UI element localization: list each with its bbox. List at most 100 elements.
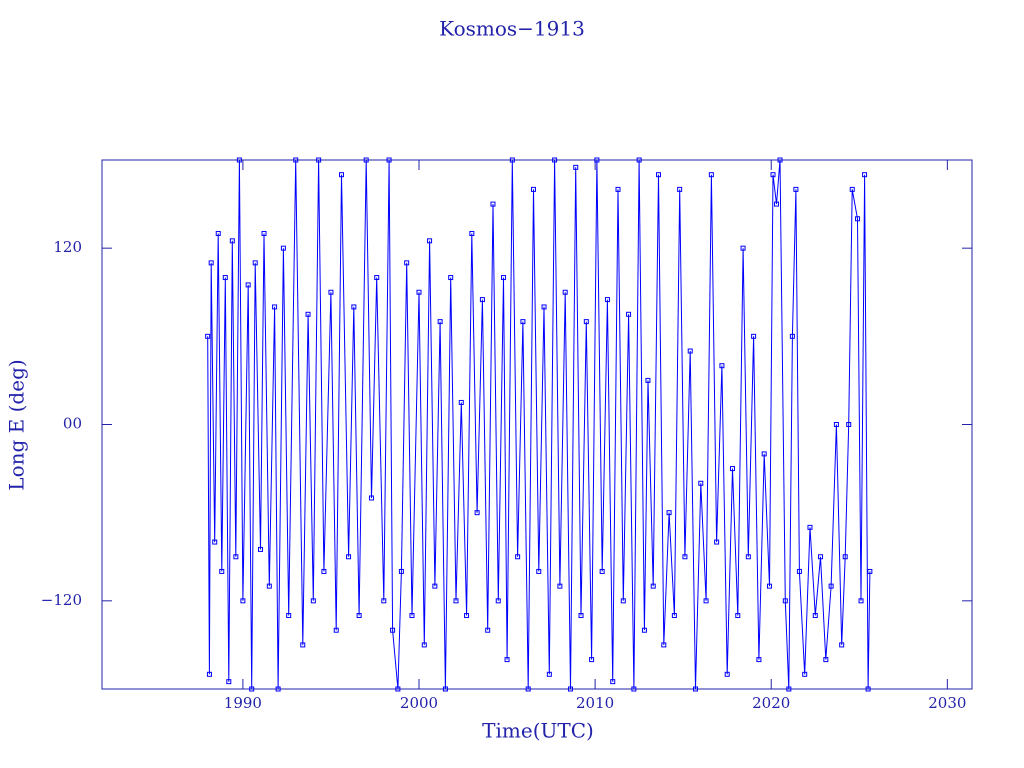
data-point xyxy=(745,554,751,560)
data-point xyxy=(708,172,714,178)
y-tick-label: −120 xyxy=(41,591,82,609)
data-point xyxy=(650,583,656,589)
data-point xyxy=(339,172,345,178)
data-point xyxy=(229,238,235,244)
data-point xyxy=(272,304,278,310)
data-point xyxy=(490,201,496,207)
data-point xyxy=(865,686,871,692)
data-point xyxy=(363,157,369,163)
data-point xyxy=(280,245,286,251)
data-point xyxy=(252,260,258,266)
data-point xyxy=(807,524,813,530)
data-point xyxy=(356,613,362,619)
data-point xyxy=(233,554,239,560)
data-point xyxy=(756,657,762,663)
data-point xyxy=(432,583,438,589)
data-point xyxy=(479,297,485,303)
data-point xyxy=(552,157,558,163)
data-point xyxy=(573,164,579,170)
data-point xyxy=(386,157,392,163)
data-point xyxy=(286,613,292,619)
data-point xyxy=(740,245,746,251)
data-point xyxy=(645,377,651,383)
data-point xyxy=(858,598,864,604)
data-point xyxy=(536,568,542,574)
data-point xyxy=(427,238,433,244)
data-point xyxy=(656,172,662,178)
data-point xyxy=(594,157,600,163)
data-point xyxy=(828,583,834,589)
data-point xyxy=(793,186,799,192)
data-point xyxy=(437,319,443,325)
data-point xyxy=(812,613,818,619)
data-point xyxy=(641,627,647,633)
data-point xyxy=(714,539,720,545)
data-point xyxy=(293,157,299,163)
data-point xyxy=(258,546,264,552)
data-point xyxy=(448,275,454,281)
data-point xyxy=(557,583,563,589)
data-point xyxy=(677,186,683,192)
data-point xyxy=(219,568,225,574)
x-tick-label: 2000 xyxy=(400,694,438,712)
data-point xyxy=(398,568,404,574)
data-point xyxy=(530,186,536,192)
data-point xyxy=(316,157,322,163)
data-point xyxy=(390,627,396,633)
data-point xyxy=(770,172,776,178)
data-point xyxy=(818,554,824,560)
data-point xyxy=(661,642,667,648)
data-point xyxy=(789,333,795,339)
data-point xyxy=(719,363,725,369)
data-point xyxy=(766,583,772,589)
data-point xyxy=(583,319,589,325)
data-point xyxy=(546,671,552,677)
data-point xyxy=(846,422,852,427)
data-point xyxy=(381,598,387,604)
data-point xyxy=(615,186,621,192)
data-point xyxy=(735,613,741,619)
data-point xyxy=(501,275,507,281)
data-point xyxy=(245,282,251,288)
data-point xyxy=(626,311,632,317)
data-point xyxy=(520,319,526,325)
data-point xyxy=(305,311,311,317)
data-point xyxy=(453,598,459,604)
data-point xyxy=(671,613,677,619)
data-point xyxy=(786,686,792,692)
data-point xyxy=(215,230,221,236)
data-point xyxy=(249,686,255,692)
data-point xyxy=(682,554,688,560)
data-point xyxy=(226,679,232,685)
data-point xyxy=(321,568,327,574)
data-line xyxy=(207,159,871,690)
data-point xyxy=(693,686,699,692)
data-point xyxy=(610,679,616,685)
x-axis-label: Time(UTC) xyxy=(482,719,594,743)
data-point xyxy=(236,157,242,163)
data-point xyxy=(687,348,693,354)
data-point xyxy=(839,642,845,648)
data-point xyxy=(562,289,568,295)
data-point xyxy=(862,172,868,178)
data-point xyxy=(409,613,415,619)
data-point xyxy=(636,157,642,163)
data-point xyxy=(404,260,410,266)
data-point xyxy=(310,598,316,604)
data-point xyxy=(599,568,605,574)
data-point xyxy=(578,613,584,619)
data-point xyxy=(208,260,214,266)
data-point xyxy=(509,157,515,163)
data-point xyxy=(442,686,448,692)
data-point xyxy=(842,554,848,560)
data-point xyxy=(855,216,861,222)
data-point xyxy=(206,671,212,677)
data-point xyxy=(416,289,422,295)
data-point xyxy=(620,598,626,604)
y-axis-label: Long E (deg) xyxy=(5,359,29,490)
data-point xyxy=(328,289,334,295)
y-tick-label: 00 xyxy=(63,415,82,433)
y-tick-label: 120 xyxy=(53,238,82,256)
data-point xyxy=(504,657,510,663)
data-point xyxy=(458,399,464,405)
